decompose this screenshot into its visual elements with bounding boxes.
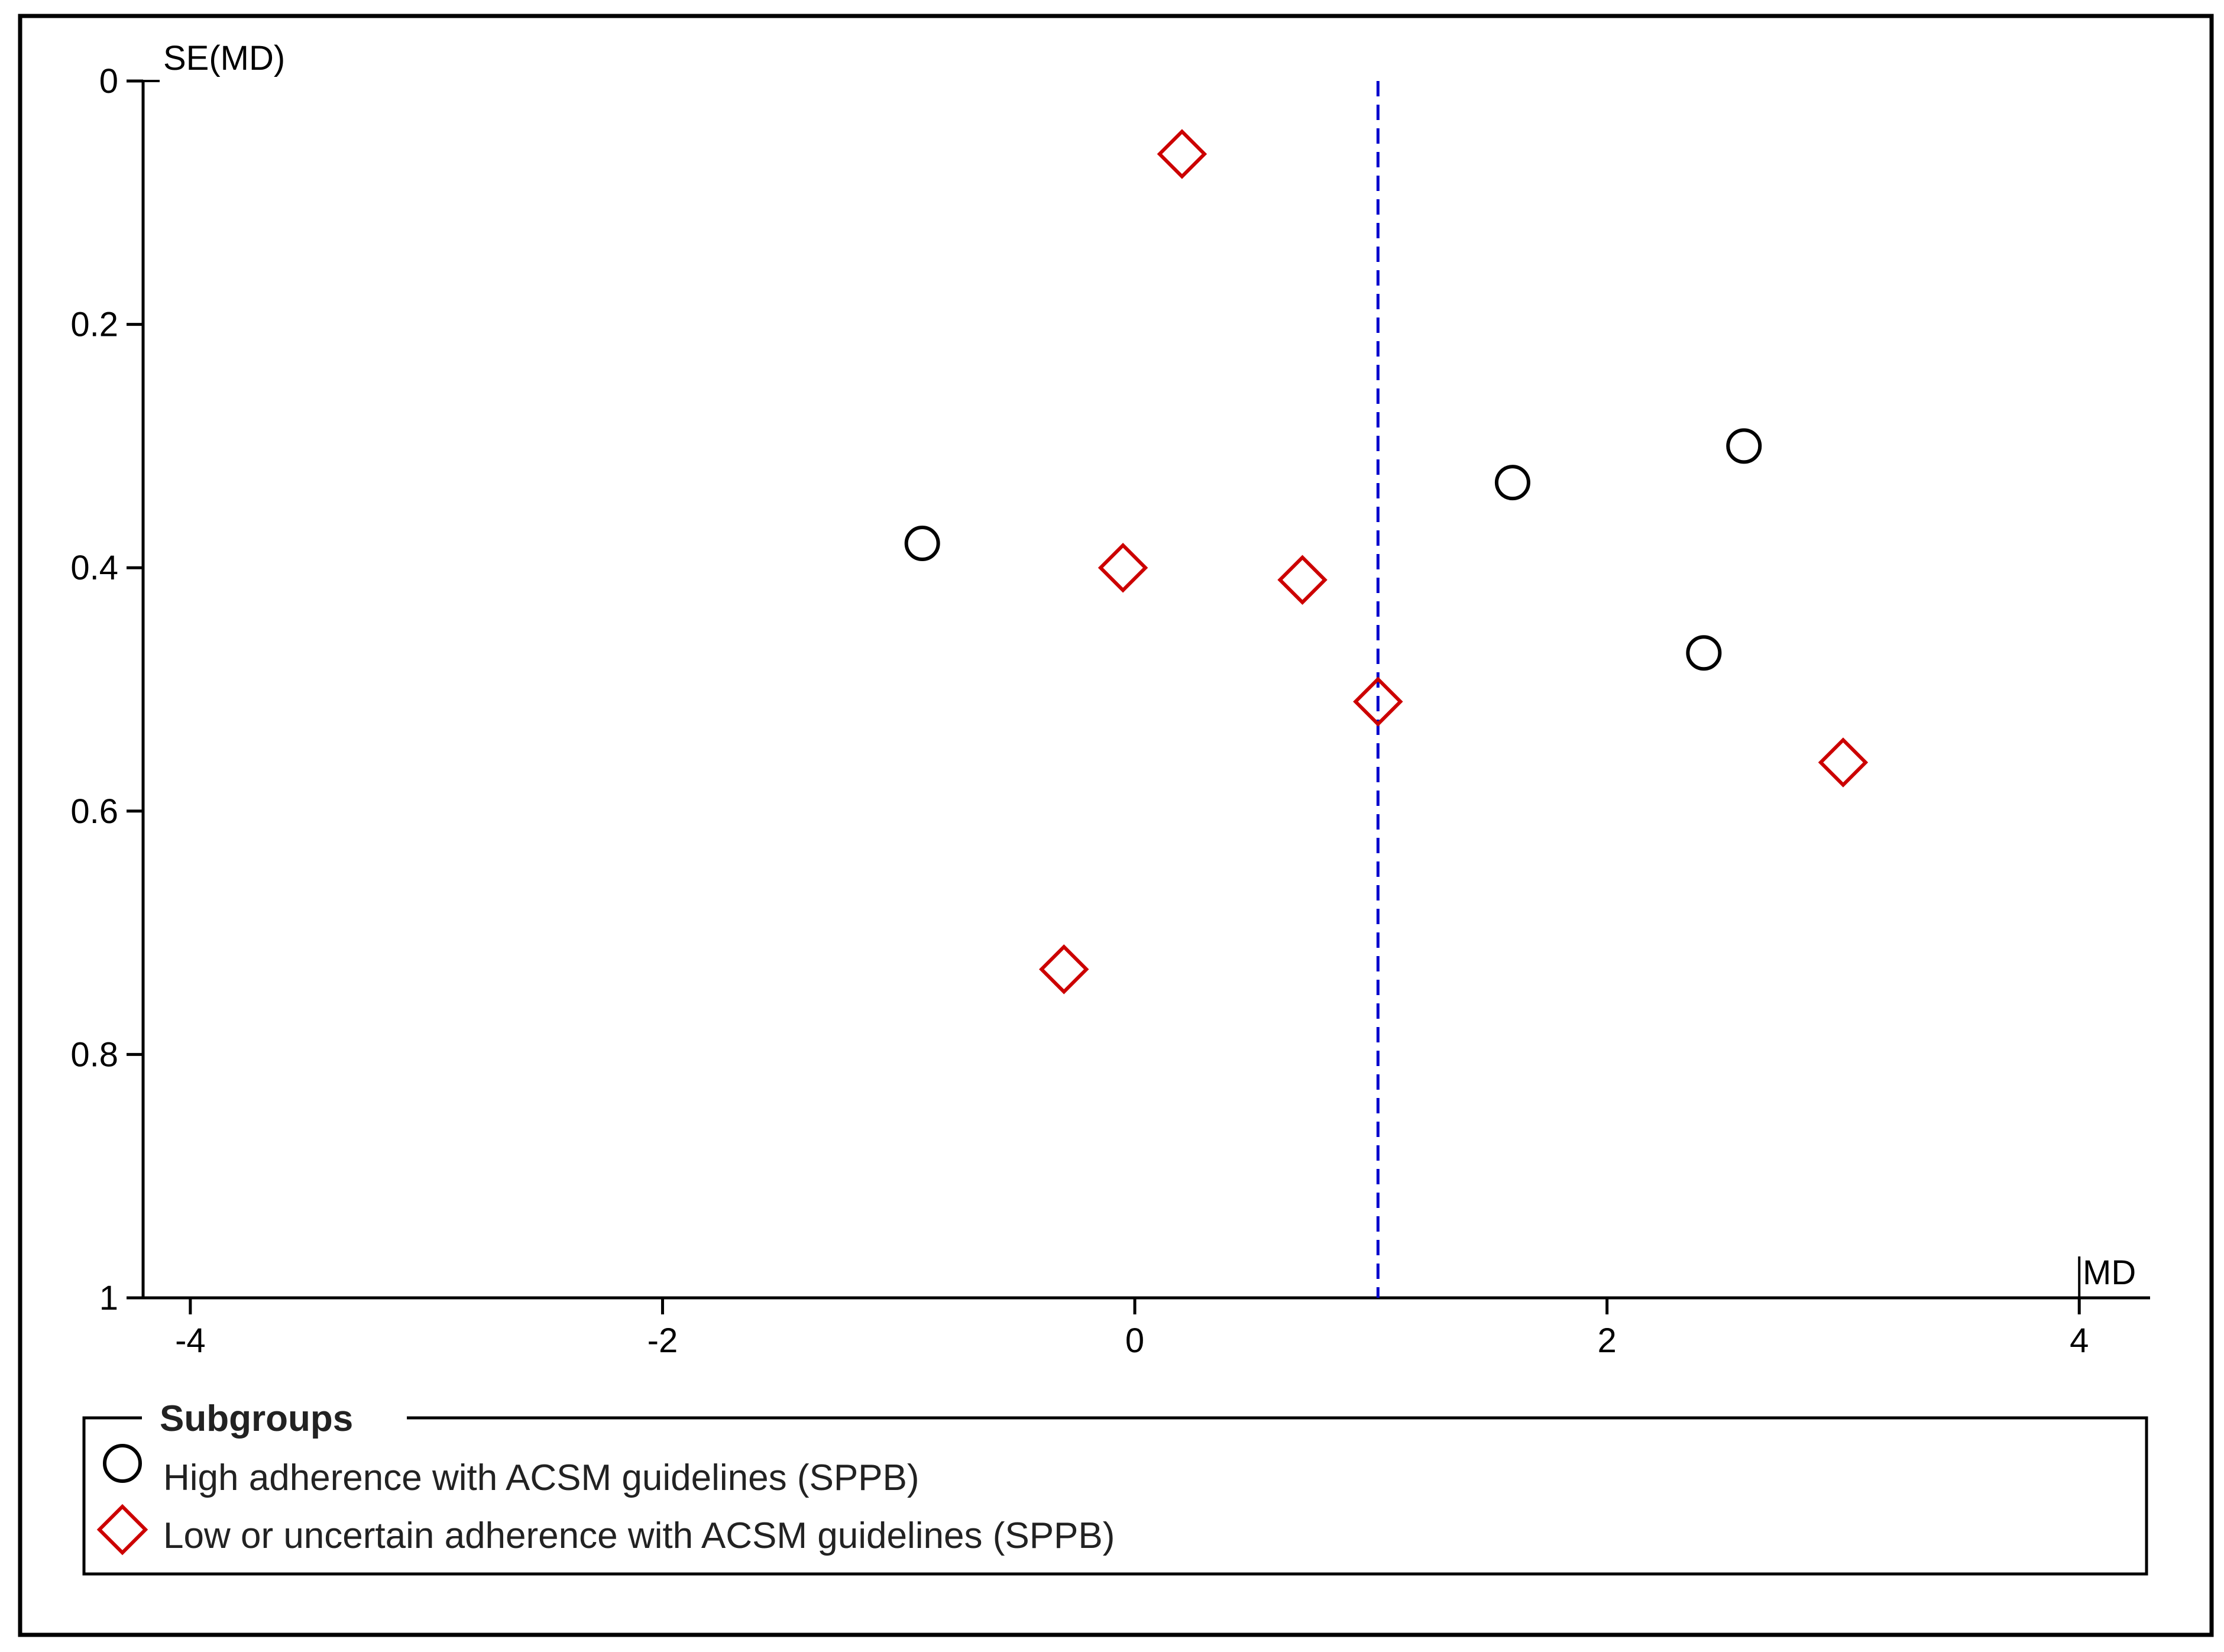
x-axis-title: MD <box>2083 1253 2136 1292</box>
legend-frame <box>82 1416 2148 1576</box>
x-tick-label: -4 <box>175 1321 206 1360</box>
point-circle-high-adherence <box>1726 428 1762 464</box>
point-diamond-low-adherence <box>1098 542 1148 593</box>
point-circle-high-adherence <box>1686 635 1722 671</box>
outer-frame <box>18 14 2214 1637</box>
x-tick-label: 2 <box>1597 1321 1616 1360</box>
y-tick-label: 0.4 <box>70 549 118 587</box>
point-circle-high-adherence <box>1494 465 1530 501</box>
point-diamond-low-adherence <box>1039 944 1089 995</box>
point-circle-high-adherence <box>904 526 940 562</box>
x-tick-label: -2 <box>648 1321 678 1360</box>
legend-title: Subgroups <box>160 1398 353 1439</box>
y-axis-title: SE(MD) <box>163 39 285 77</box>
legend-circle-marker <box>103 1444 142 1483</box>
point-diamond-low-adherence <box>1157 129 1208 179</box>
legend: Subgroups High adherence with ACSM guide… <box>82 1398 2148 1576</box>
x-tick-label: 4 <box>2070 1321 2089 1360</box>
y-tick-label: 0.6 <box>70 792 118 831</box>
legend-diamond-marker <box>96 1504 148 1556</box>
y-tick-label: 0 <box>99 62 118 101</box>
point-diamond-low-adherence <box>1818 737 1869 788</box>
point-diamond-low-adherence <box>1353 676 1403 727</box>
legend-title-gap <box>142 1407 407 1431</box>
legend-entry-high-adherence: High adherence with ACSM guidelines (SPP… <box>163 1457 920 1498</box>
y-tick-label: 1 <box>99 1279 118 1317</box>
y-tick-label: 0.2 <box>70 306 118 344</box>
y-tick-label: 0.8 <box>70 1035 118 1074</box>
legend-entry-low-adherence: Low or uncertain adherence with ACSM gui… <box>163 1515 1115 1556</box>
point-diamond-low-adherence <box>1277 555 1328 605</box>
plot-axes: 0 0.2 0.4 0.6 0.8 1 -4 -2 0 2 4 <box>70 62 2150 1360</box>
data-points <box>904 129 1869 995</box>
x-tick-label: 0 <box>1125 1321 1144 1360</box>
